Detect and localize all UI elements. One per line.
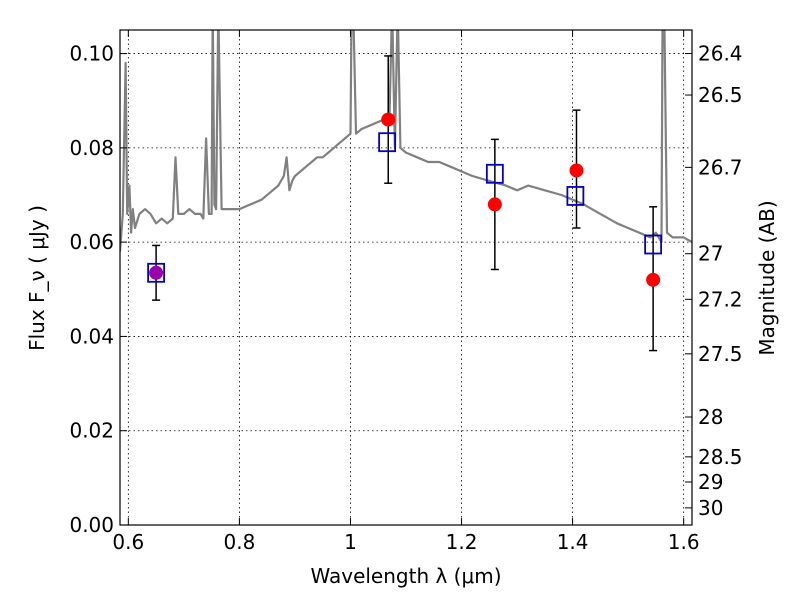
y2-tick-label: 30 [698, 496, 723, 520]
y-tick-label: 0.10 [69, 42, 114, 66]
y-axis-title: Flux F_ν ( μJy ) [25, 205, 49, 351]
grid-layer [120, 30, 692, 526]
y-tick-label: 0.04 [69, 324, 114, 348]
y-tick-label: 0.06 [69, 230, 114, 254]
spectrum-layer [120, 30, 692, 252]
y2-tick-label: 27.5 [698, 342, 743, 366]
observed-circle-point [569, 163, 584, 178]
observed-circle-point [381, 112, 396, 127]
y2-axis-title: Magnitude (AB) [755, 200, 779, 355]
observed-layer [149, 112, 661, 287]
observed-circle-point [149, 265, 164, 280]
y2-tick-label: 26.7 [698, 155, 743, 179]
y-tick-label: 0.08 [69, 136, 114, 160]
y2-tick-label: 27 [698, 242, 723, 266]
y2-tick-label: 26.5 [698, 83, 743, 107]
observed-circle-point [487, 197, 502, 212]
model-square-point [485, 163, 504, 184]
y-tick-label: 0.00 [69, 513, 114, 537]
x-tick-label: 1.2 [446, 530, 478, 554]
x-tick-label: 1.6 [668, 530, 700, 554]
model-square-point [378, 132, 397, 153]
y2-tick-label: 26.4 [698, 42, 743, 66]
model-square-point [147, 262, 165, 283]
x-tick-label: 1.4 [557, 530, 589, 554]
x-tick-label: 0.6 [112, 530, 144, 554]
x-tick-label: 1 [344, 530, 357, 554]
x-axis-title: Wavelength λ (μm) [310, 564, 501, 588]
y-tick-label: 0.02 [69, 419, 114, 443]
y2-tick-label: 28 [698, 405, 723, 429]
y2-tick-label: 28.5 [698, 445, 743, 469]
model-square-point [566, 186, 585, 206]
model-square-point [644, 234, 663, 255]
observed-circle-point [646, 272, 661, 287]
tick-layer: 0.6 0.8 1 1.2 1.4 1.6 0.00 0.02 0.04 0.06 0.08 0.10… [69, 30, 743, 554]
x-tick-label: 0.8 [223, 530, 255, 554]
spectrum-line [120, 30, 692, 252]
y2-tick-label: 27.2 [698, 287, 743, 311]
y2-tick-label: 29 [698, 470, 723, 494]
plot-frame [119, 29, 693, 526]
model-layer [147, 132, 663, 283]
